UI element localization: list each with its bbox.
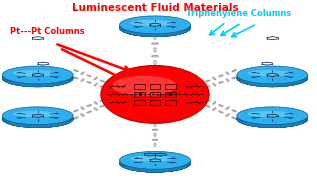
Ellipse shape bbox=[120, 19, 191, 37]
Ellipse shape bbox=[2, 69, 73, 87]
Ellipse shape bbox=[2, 110, 73, 128]
Ellipse shape bbox=[2, 120, 74, 122]
Ellipse shape bbox=[237, 66, 308, 84]
Ellipse shape bbox=[2, 66, 73, 84]
Ellipse shape bbox=[120, 154, 191, 172]
Ellipse shape bbox=[248, 111, 290, 117]
Ellipse shape bbox=[119, 29, 191, 31]
Ellipse shape bbox=[120, 154, 191, 172]
Ellipse shape bbox=[2, 69, 73, 87]
Ellipse shape bbox=[237, 110, 308, 128]
Ellipse shape bbox=[130, 20, 173, 26]
Ellipse shape bbox=[236, 117, 308, 120]
Ellipse shape bbox=[2, 79, 74, 81]
Ellipse shape bbox=[2, 110, 73, 128]
Ellipse shape bbox=[2, 76, 74, 79]
Ellipse shape bbox=[236, 116, 308, 119]
Ellipse shape bbox=[237, 69, 308, 87]
Ellipse shape bbox=[120, 16, 191, 34]
Ellipse shape bbox=[2, 110, 73, 128]
Ellipse shape bbox=[237, 110, 308, 128]
Bar bbox=[165, 92, 176, 97]
Ellipse shape bbox=[119, 162, 191, 164]
Ellipse shape bbox=[119, 161, 191, 163]
Bar bbox=[165, 84, 176, 89]
Ellipse shape bbox=[236, 75, 308, 78]
Ellipse shape bbox=[130, 155, 173, 162]
Ellipse shape bbox=[2, 69, 73, 87]
Ellipse shape bbox=[120, 151, 191, 169]
Ellipse shape bbox=[236, 79, 308, 81]
Ellipse shape bbox=[119, 26, 191, 29]
Ellipse shape bbox=[237, 69, 308, 87]
Ellipse shape bbox=[120, 19, 191, 37]
Ellipse shape bbox=[2, 107, 73, 125]
Ellipse shape bbox=[236, 120, 308, 122]
Bar bbox=[150, 100, 160, 105]
Ellipse shape bbox=[2, 110, 73, 128]
Ellipse shape bbox=[236, 119, 308, 121]
Bar bbox=[150, 92, 160, 97]
Text: Pt---Pt Columns: Pt---Pt Columns bbox=[10, 27, 85, 36]
Ellipse shape bbox=[120, 19, 191, 37]
Ellipse shape bbox=[119, 163, 191, 165]
Bar bbox=[134, 100, 145, 105]
Ellipse shape bbox=[2, 119, 74, 121]
Ellipse shape bbox=[101, 66, 209, 123]
Ellipse shape bbox=[237, 69, 308, 87]
Ellipse shape bbox=[2, 78, 74, 80]
Ellipse shape bbox=[237, 110, 308, 128]
Ellipse shape bbox=[120, 154, 191, 172]
Ellipse shape bbox=[237, 69, 308, 87]
Ellipse shape bbox=[119, 25, 191, 28]
Text: Triphenylene Columns: Triphenylene Columns bbox=[186, 9, 291, 18]
Bar bbox=[165, 100, 176, 105]
Ellipse shape bbox=[237, 110, 308, 128]
Ellipse shape bbox=[2, 116, 74, 119]
Text: Luminescent Fluid Materials: Luminescent Fluid Materials bbox=[72, 4, 238, 13]
Ellipse shape bbox=[112, 76, 177, 96]
Ellipse shape bbox=[237, 110, 308, 128]
Ellipse shape bbox=[119, 27, 191, 30]
Ellipse shape bbox=[2, 117, 74, 120]
Ellipse shape bbox=[236, 78, 308, 80]
Ellipse shape bbox=[2, 69, 73, 87]
Ellipse shape bbox=[13, 70, 55, 76]
Ellipse shape bbox=[237, 69, 308, 87]
Ellipse shape bbox=[2, 110, 73, 128]
Bar bbox=[150, 84, 160, 89]
Ellipse shape bbox=[236, 76, 308, 79]
Ellipse shape bbox=[248, 70, 290, 76]
Ellipse shape bbox=[237, 107, 308, 125]
Ellipse shape bbox=[13, 111, 55, 117]
Ellipse shape bbox=[119, 164, 191, 167]
Ellipse shape bbox=[120, 19, 191, 37]
Ellipse shape bbox=[120, 154, 191, 172]
Bar bbox=[134, 84, 145, 89]
Ellipse shape bbox=[2, 69, 73, 87]
Bar bbox=[134, 92, 145, 97]
Ellipse shape bbox=[2, 75, 74, 78]
Ellipse shape bbox=[120, 19, 191, 37]
Ellipse shape bbox=[120, 154, 191, 172]
